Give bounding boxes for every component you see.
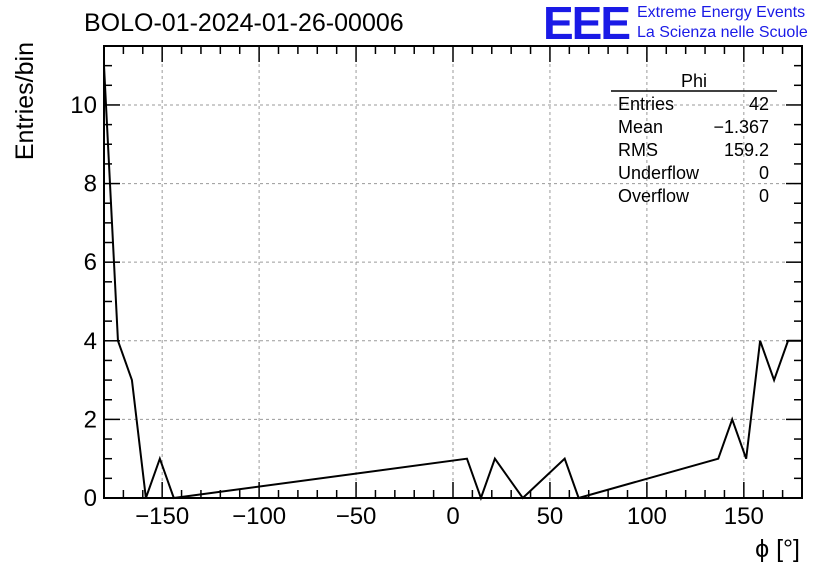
y-tick-label: 4	[84, 328, 97, 355]
x-tick-label: −150	[135, 503, 189, 530]
y-tick-label: 8	[84, 171, 97, 198]
eee-logo: EEE	[543, 0, 631, 49]
logo-line-1: Extreme Energy Events	[637, 4, 806, 21]
logo-line-2: La Scienza nelle Scuole	[637, 24, 808, 41]
y-tick-label: 6	[84, 249, 97, 276]
grid	[104, 46, 802, 498]
stats-label: RMS	[618, 140, 658, 160]
stats-name: Phi	[681, 71, 707, 91]
y-tick-label: 0	[84, 485, 97, 512]
stats-value: 159.2	[724, 140, 769, 160]
x-tick-label: −100	[232, 503, 286, 530]
histogram-bin	[774, 380, 788, 498]
stats-value: 0	[759, 186, 769, 206]
x-tick-label: 50	[537, 503, 564, 530]
x-axis-label: ϕ [°]	[755, 535, 800, 563]
stats-label: Underflow	[618, 163, 700, 183]
y-axis-label: Entries/bin	[11, 42, 39, 160]
stats-box: Phi Entries 42 Mean −1.367 RMS 159.2 Underflow…	[611, 71, 777, 206]
histogram-outline	[103, 65, 802, 501]
x-tick-label: −50	[336, 503, 377, 530]
stats-value: 0	[759, 163, 769, 183]
histogram-bin	[746, 459, 760, 498]
y-tick-label: 2	[84, 406, 97, 433]
axis-tick-labels: −150 −100 −50 0 50 100 150 0 2 4 6 8 10	[70, 92, 764, 530]
y-tick-label: 10	[70, 92, 97, 119]
histogram-bin	[718, 459, 732, 498]
x-tick-label: 100	[627, 503, 667, 530]
stats-label: Entries	[618, 94, 674, 114]
stats-value: −1.367	[713, 117, 769, 137]
stats-label: Mean	[618, 117, 663, 137]
axis-ticks	[104, 46, 802, 498]
histogram-bin	[495, 459, 509, 498]
stats-label: Overflow	[618, 186, 690, 206]
chart-title: BOLO-01-2024-01-26-00006	[84, 9, 404, 37]
stats-value: 42	[749, 94, 769, 114]
x-tick-label: 0	[446, 503, 459, 530]
x-tick-label: 150	[724, 503, 764, 530]
